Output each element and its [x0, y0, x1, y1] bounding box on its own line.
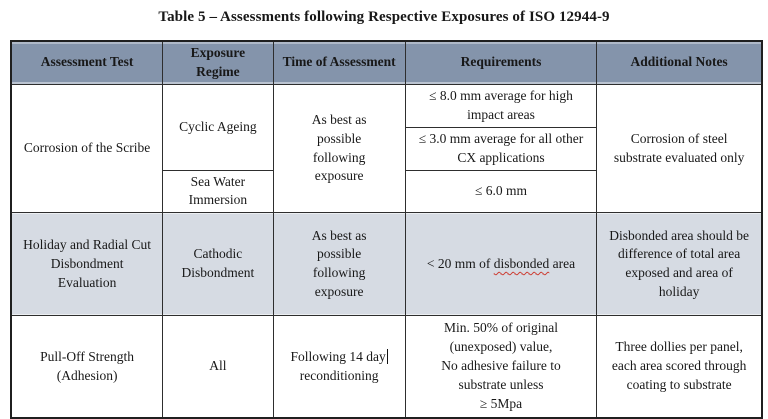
cell-all-regime[interactable]: All [162, 315, 274, 419]
cell-holiday-notes[interactable]: Disbonded area should be difference of t… [596, 212, 763, 317]
requirement-line: No adhesive failure to [441, 358, 561, 374]
cell-holiday-requirement[interactable]: < 20 mm of disbonded area [404, 212, 598, 317]
cell-pull-off-requirement[interactable]: Min. 50% of original (unexposed) value, … [404, 315, 598, 419]
cell-holiday-test[interactable]: Holiday and Radial Cut Disbondment Evalu… [10, 212, 164, 317]
requirement-text-suffix: area [549, 255, 576, 271]
header-exposure-regime[interactable]: Exposure Regime [162, 40, 274, 85]
cell-req-sea-water[interactable]: ≤ 6.0 mm [404, 169, 598, 214]
table-header-row: Assessment Test Exposure Regime Time of … [10, 40, 763, 85]
requirement-line: (unexposed) value, [449, 339, 553, 355]
cell-req-other-cx[interactable]: ≤ 3.0 mm average for all other CX applic… [404, 126, 598, 171]
cell-pull-off-test[interactable]: Pull-Off Strength (Adhesion) [10, 315, 164, 419]
assessments-table: Assessment Test Exposure Regime Time of … [10, 40, 763, 419]
cell-corrosion-notes[interactable]: Corrosion of steel substrate evaluated o… [596, 83, 763, 214]
header-additional-notes[interactable]: Additional Notes [596, 40, 763, 85]
cell-corrosion-scribe-test[interactable]: Corrosion of the Scribe [10, 83, 164, 214]
table-row: Pull-Off Strength (Adhesion) All Followi… [10, 315, 763, 419]
page-title[interactable]: Table 5 – Assessments following Respecti… [158, 9, 610, 25]
text-cursor [386, 348, 388, 364]
time-line-2: reconditioning [299, 367, 379, 383]
cell-corrosion-time[interactable]: As best as possible following exposure [272, 83, 406, 214]
cell-pull-off-time[interactable]: Following 14 day reconditioning [272, 315, 406, 419]
cell-pull-off-notes[interactable]: Three dollies per panel, each area score… [596, 315, 763, 419]
cell-cathodic-regime[interactable]: Cathodic Disbondment [162, 212, 274, 317]
cell-cyclic-ageing-regime[interactable]: Cyclic Ageing [162, 83, 274, 171]
table-row: ≤ 3.0 mm average for all other CX applic… [11, 126, 762, 171]
requirement-line: ≥ 5Mpa [479, 395, 523, 411]
spellcheck-underlined-word: disbonded [493, 255, 550, 271]
header-time-of-assessment[interactable]: Time of Assessment [272, 40, 406, 85]
requirement-line: Min. 50% of original [444, 320, 558, 336]
header-requirements[interactable]: Requirements [404, 40, 598, 85]
requirement-text-prefix: < 20 mm of [426, 255, 494, 271]
requirement-line: substrate unless [458, 377, 544, 393]
cell-req-high-impact[interactable]: ≤ 8.0 mm average for high impact areas [404, 83, 598, 128]
header-assessment-test[interactable]: Assessment Test [10, 40, 164, 85]
table-row: Holiday and Radial Cut Disbondment Evalu… [10, 212, 763, 317]
cell-sea-water-regime[interactable]: Sea Water Immersion [162, 169, 274, 214]
cell-holiday-time[interactable]: As best as possible following exposure [272, 212, 406, 317]
time-line-1: Following 14 day [290, 348, 386, 364]
table-row: Sea Water Immersion ≤ 6.0 mm [11, 169, 762, 214]
table-row: Corrosion of the Scribe Cyclic Ageing As… [10, 83, 763, 214]
